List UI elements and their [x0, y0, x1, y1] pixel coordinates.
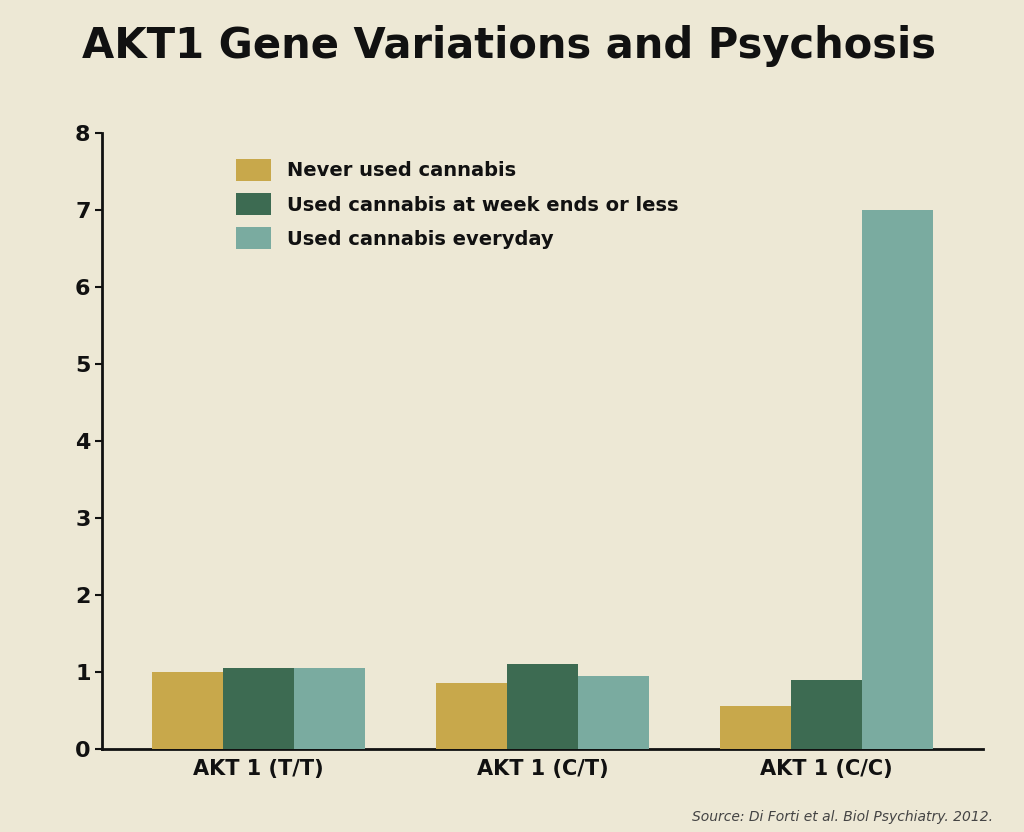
Text: Source: Di Forti et al. Biol Psychiatry. 2012.: Source: Di Forti et al. Biol Psychiatry.… [692, 810, 993, 824]
Bar [792, 680, 862, 749]
Bar [153, 672, 223, 749]
Bar [720, 706, 792, 749]
Legend: Never used cannabis, Used cannabis at week ends or less, Used cannabis everyday: Never used cannabis, Used cannabis at we… [226, 149, 688, 259]
Text: AKT1 Gene Variations and Psychosis: AKT1 Gene Variations and Psychosis [82, 25, 936, 67]
Bar [862, 210, 933, 749]
Bar [223, 668, 294, 749]
Bar [579, 676, 649, 749]
Bar [507, 664, 579, 749]
Bar [436, 683, 507, 749]
Bar [294, 668, 366, 749]
